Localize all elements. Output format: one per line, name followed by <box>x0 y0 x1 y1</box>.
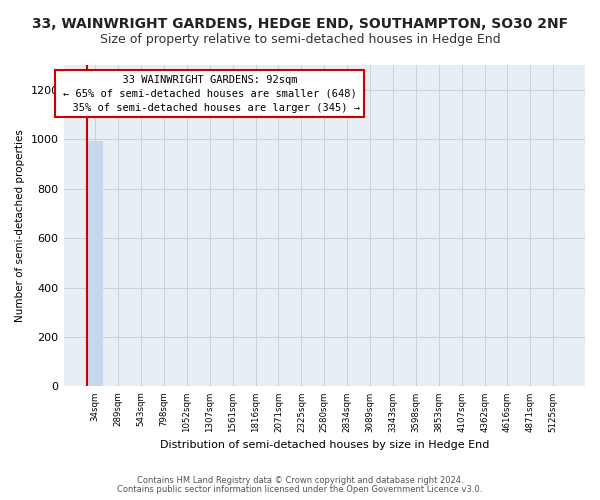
Text: Size of property relative to semi-detached houses in Hedge End: Size of property relative to semi-detach… <box>100 32 500 46</box>
Text: 33 WAINWRIGHT GARDENS: 92sqm  
← 65% of semi-detached houses are smaller (648)
 : 33 WAINWRIGHT GARDENS: 92sqm ← 65% of se… <box>59 74 359 112</box>
X-axis label: Distribution of semi-detached houses by size in Hedge End: Distribution of semi-detached houses by … <box>160 440 489 450</box>
Text: Contains HM Land Registry data © Crown copyright and database right 2024.: Contains HM Land Registry data © Crown c… <box>137 476 463 485</box>
Y-axis label: Number of semi-detached properties: Number of semi-detached properties <box>15 130 25 322</box>
Bar <box>87 141 103 386</box>
Text: Contains public sector information licensed under the Open Government Licence v3: Contains public sector information licen… <box>118 485 482 494</box>
Text: 33, WAINWRIGHT GARDENS, HEDGE END, SOUTHAMPTON, SO30 2NF: 33, WAINWRIGHT GARDENS, HEDGE END, SOUTH… <box>32 18 568 32</box>
